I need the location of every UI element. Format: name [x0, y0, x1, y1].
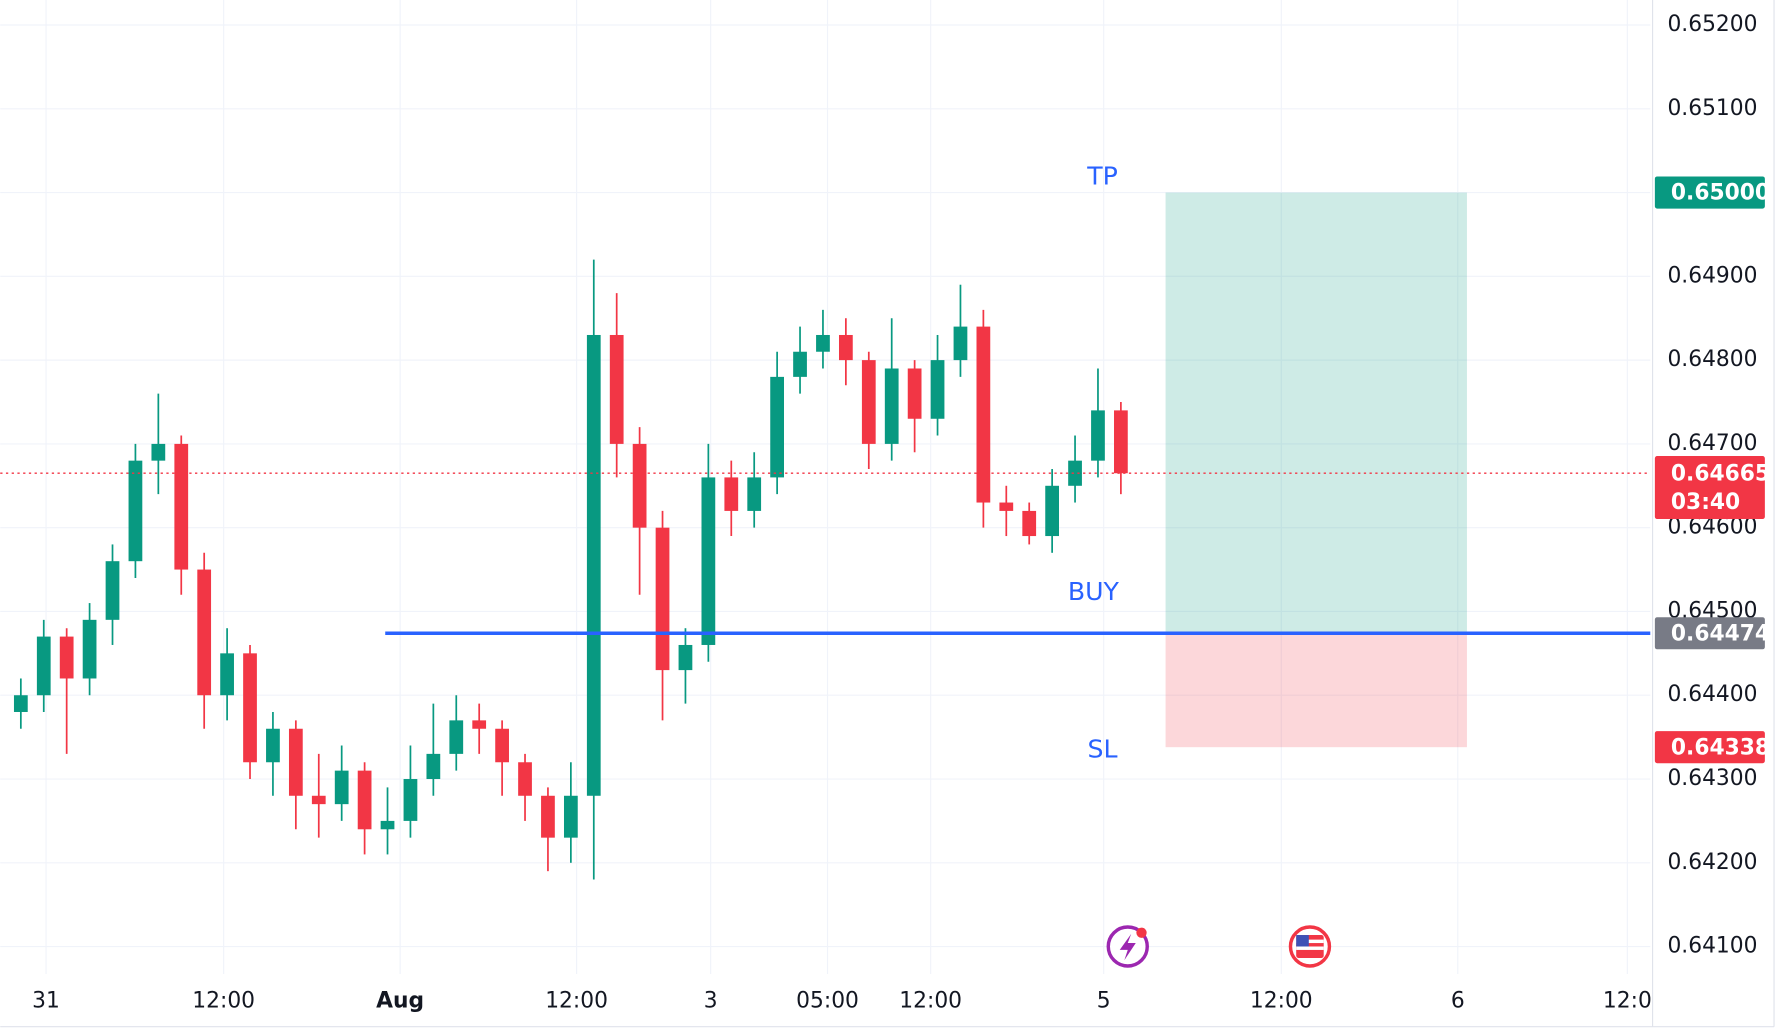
x-tick-label: 12:0 — [1603, 988, 1652, 1013]
candle-body — [59, 636, 74, 679]
candle-body — [563, 795, 578, 838]
candle-body — [449, 720, 464, 754]
take-profit-zone — [1165, 192, 1467, 634]
x-tick-label: 3 — [704, 988, 718, 1013]
candle-body — [495, 728, 509, 763]
candle-body — [953, 326, 968, 361]
candle-body — [334, 770, 349, 805]
candle-body — [288, 728, 303, 796]
candle-body — [518, 762, 532, 796]
buy-label: BUY — [1068, 577, 1120, 606]
events-icon[interactable] — [1106, 925, 1149, 968]
candle-body — [930, 360, 945, 419]
candle-body — [1091, 410, 1105, 461]
x-tick-label: 12:00 — [1250, 988, 1313, 1013]
x-tick-label: 31 — [32, 988, 60, 1013]
y-tick-label: 0.64800 — [1667, 347, 1757, 372]
candle-body — [151, 443, 166, 461]
candle-body — [380, 820, 395, 830]
x-tick-label: 5 — [1097, 988, 1111, 1013]
y-tick-label: 0.64900 — [1667, 263, 1757, 288]
sl-label: SL — [1088, 735, 1118, 764]
candle-body — [311, 795, 326, 805]
candle-body — [655, 527, 670, 671]
x-tick-label: 05:00 — [796, 988, 859, 1013]
sl-price-tag-bg — [1654, 731, 1765, 764]
tp-price-tag-bg — [1654, 176, 1765, 209]
x-tick-label: 12:00 — [545, 988, 608, 1013]
candle-body — [884, 368, 899, 444]
countdown: 03:40 — [1671, 490, 1740, 515]
candle-body — [174, 443, 189, 570]
position-zones — [1165, 192, 1467, 748]
candle-body — [632, 443, 647, 528]
y-tick-label: 0.64100 — [1667, 934, 1757, 959]
candle-body — [36, 636, 51, 696]
candle-body — [838, 334, 853, 361]
y-tick-label: 0.64700 — [1667, 431, 1757, 456]
candle-body — [861, 360, 876, 444]
y-tick-label: 0.64200 — [1667, 850, 1757, 875]
current-price-tag: 0.64665 — [1671, 461, 1770, 486]
current-price-tag-bg — [1654, 456, 1765, 520]
candle-body — [907, 368, 922, 419]
candle-body — [999, 502, 1014, 511]
candle-body — [82, 619, 97, 679]
candle-body — [357, 770, 372, 830]
candle-body — [266, 728, 280, 763]
x-tick-label: 12:00 — [899, 988, 962, 1013]
overlays: TP BUY SL — [0, 162, 1651, 764]
tp-label: TP — [1086, 162, 1118, 191]
sl-price-tag: 0.64338 — [1671, 735, 1770, 760]
x-tick-label: 12:00 — [192, 988, 255, 1013]
candle-body — [1022, 510, 1037, 537]
candle-body — [976, 326, 991, 503]
candle-body — [128, 460, 143, 562]
candle-body — [816, 334, 830, 352]
candle-body — [105, 561, 120, 620]
entry-price-tag: 0.64474 — [1671, 621, 1770, 646]
candle-body — [197, 569, 212, 696]
candles — [13, 259, 1128, 880]
tp-price-tag: 0.65000 — [1671, 181, 1770, 206]
candle-body — [541, 795, 555, 838]
x-tick-label: 6 — [1451, 988, 1465, 1013]
country-flag-icon[interactable] — [1288, 925, 1332, 968]
grid — [0, 0, 1651, 974]
candle-body — [220, 653, 234, 696]
y-tick-label: 0.64300 — [1667, 766, 1757, 791]
x-tick-label: Aug — [376, 988, 424, 1013]
stop-loss-zone — [1165, 633, 1467, 748]
candle-body — [609, 334, 624, 444]
y-tick-label: 0.65100 — [1667, 96, 1757, 121]
candle-body — [770, 376, 784, 478]
candle-body — [678, 644, 693, 671]
candle-body — [724, 477, 739, 511]
candle-body — [426, 753, 441, 780]
candle-body — [1114, 410, 1128, 474]
candle-body — [472, 720, 487, 729]
candle-body — [701, 477, 716, 645]
candle-body — [1045, 485, 1060, 537]
candle-body — [1068, 460, 1082, 486]
candle-body — [243, 653, 257, 763]
candle-body — [13, 695, 28, 712]
entry-price-tag-bg — [1654, 617, 1765, 650]
candle-body — [586, 334, 601, 796]
candle-body — [793, 351, 807, 377]
y-tick-label: 0.64400 — [1667, 682, 1757, 707]
candle-body — [747, 477, 762, 511]
candle-body — [403, 779, 418, 821]
y-tick-label: 0.65200 — [1667, 12, 1757, 37]
